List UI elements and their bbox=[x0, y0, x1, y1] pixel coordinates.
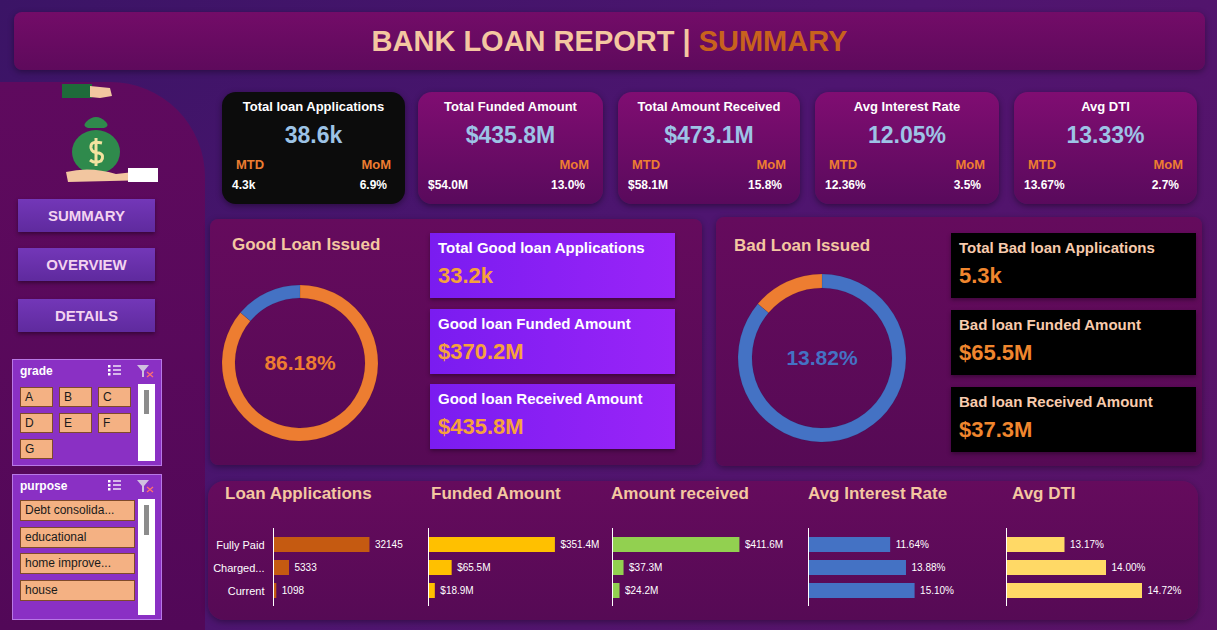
html-text:6.9%: 6.9% bbox=[359, 178, 387, 192]
svg-text:Current: Current bbox=[228, 585, 265, 597]
html-text:$37.3M: $37.3M bbox=[959, 417, 1033, 442]
html-text:SUMMARY: SUMMARY bbox=[48, 207, 125, 224]
svg-text:13.17%: 13.17% bbox=[1070, 539, 1104, 550]
html-text:Avg DTI: Avg DTI bbox=[1081, 99, 1130, 114]
html-text:$54.0M: $54.0M bbox=[428, 178, 468, 192]
html-text:home improve...: home improve... bbox=[25, 556, 111, 570]
html-text:33.2k: 33.2k bbox=[438, 263, 494, 288]
html-text:MoM: MoM bbox=[1153, 157, 1183, 172]
svg-text:$24.2M: $24.2M bbox=[625, 585, 658, 596]
html-text:$473.1M: $473.1M bbox=[664, 122, 754, 148]
html-text:DETAILS: DETAILS bbox=[55, 307, 118, 324]
svg-text:Fully Paid: Fully Paid bbox=[216, 539, 264, 551]
html-text:Good Loan Issued: Good Loan Issued bbox=[232, 235, 381, 254]
svg-text:$65.5M: $65.5M bbox=[457, 562, 490, 573]
html-text:purpose: purpose bbox=[20, 479, 68, 493]
html-text:Total Amount Received: Total Amount Received bbox=[637, 99, 781, 114]
html-text:Avg Interest Rate: Avg Interest Rate bbox=[853, 99, 961, 114]
html-text:B: B bbox=[64, 390, 72, 404]
svg-text:$351.4M: $351.4M bbox=[560, 539, 599, 550]
svg-text:11.64%: 11.64% bbox=[896, 539, 929, 550]
html-text:3.5%: 3.5% bbox=[953, 178, 981, 192]
html-text:MoM: MoM bbox=[756, 157, 786, 172]
svg-text:13.88%: 13.88% bbox=[911, 562, 945, 573]
html-text:MTD: MTD bbox=[632, 157, 661, 172]
html-text:Amount received: Amount received bbox=[611, 484, 749, 503]
html-text:Avg DTI: Avg DTI bbox=[1012, 484, 1076, 503]
html-text:$370.2M: $370.2M bbox=[438, 339, 524, 364]
svg-text:$411.6M: $411.6M bbox=[745, 539, 783, 550]
html-text:MTD: MTD bbox=[236, 157, 265, 172]
html-text:educational: educational bbox=[25, 529, 87, 544]
html-text:F: F bbox=[103, 416, 111, 430]
html-text:MoM: MoM bbox=[361, 157, 391, 172]
svg-text:13.82%: 13.82% bbox=[786, 346, 858, 369]
html-text:38.6k: 38.6k bbox=[284, 122, 343, 148]
html-text:E: E bbox=[64, 416, 72, 430]
html-text:13.67%: 13.67% bbox=[1024, 178, 1065, 192]
html-text:13.0%: 13.0% bbox=[551, 178, 585, 192]
html-text:$58.1M: $58.1M bbox=[628, 178, 668, 192]
html-text:grade: grade bbox=[20, 364, 53, 378]
html-text:Total loan Applications: Total loan Applications bbox=[242, 99, 385, 114]
svg-text:32145: 32145 bbox=[375, 539, 403, 550]
html-text:Debt consolida...: Debt consolida... bbox=[25, 503, 115, 517]
html-text:12.36%: 12.36% bbox=[825, 178, 866, 192]
html-text:12.05%: 12.05% bbox=[868, 122, 946, 148]
html-text:Loan Applications: Loan Applications bbox=[225, 484, 372, 503]
html-text:D: D bbox=[25, 416, 34, 430]
html-text:2.7%: 2.7% bbox=[1151, 178, 1179, 192]
svg-text:1098: 1098 bbox=[282, 585, 305, 596]
svg-text:$18.9M: $18.9M bbox=[440, 585, 473, 596]
html-text:A: A bbox=[25, 390, 33, 404]
html-text:Good loan Received Amount: Good loan Received Amount bbox=[438, 390, 643, 407]
html-text:5.3k: 5.3k bbox=[959, 263, 1002, 288]
html-text:MoM: MoM bbox=[559, 157, 589, 172]
html-text:$65.5M: $65.5M bbox=[959, 340, 1033, 365]
html-text:OVERVIEW: OVERVIEW bbox=[46, 256, 127, 273]
svg-text:14.72%: 14.72% bbox=[1148, 585, 1182, 596]
html-text:15.8%: 15.8% bbox=[748, 178, 782, 192]
svg-text:15.10%: 15.10% bbox=[920, 585, 954, 596]
svg-text:$37.3M: $37.3M bbox=[629, 562, 662, 573]
html-text:MTD: MTD bbox=[829, 157, 858, 172]
html-text:$435.8M: $435.8M bbox=[465, 122, 556, 148]
html-text:MoM: MoM bbox=[955, 157, 985, 172]
svg-text:5333: 5333 bbox=[294, 562, 317, 573]
html-text:$435.8M: $435.8M bbox=[438, 414, 524, 439]
html-text:Total Good loan Applications: Total Good loan Applications bbox=[438, 239, 645, 256]
svg-text:86.18%: 86.18% bbox=[264, 351, 336, 374]
html-text:Avg Interest Rate: Avg Interest Rate bbox=[808, 484, 948, 503]
html-text:Bad Loan Issued: Bad Loan Issued bbox=[734, 236, 870, 255]
svg-text:14.00%: 14.00% bbox=[1112, 562, 1146, 573]
html-text:Bad loan Funded Amount: Bad loan Funded Amount bbox=[959, 316, 1141, 333]
svg-text:Charged...: Charged... bbox=[213, 562, 264, 574]
html-text:13.33%: 13.33% bbox=[1066, 122, 1145, 148]
html-text:Total Funded Amount: Total Funded Amount bbox=[444, 99, 577, 114]
html-text:4.3k: 4.3k bbox=[232, 178, 256, 192]
html-text:G: G bbox=[25, 442, 35, 456]
html-text:BANK LOAN REPORT | SUMMARY: BANK LOAN REPORT | SUMMARY bbox=[371, 24, 848, 57]
html-text:Bad loan Received Amount: Bad loan Received Amount bbox=[959, 393, 1153, 410]
html-text:house: house bbox=[25, 582, 58, 597]
html-text:MTD: MTD bbox=[1028, 157, 1057, 172]
html-text:Good loan Funded Amount: Good loan Funded Amount bbox=[438, 315, 631, 332]
html-text:C: C bbox=[103, 390, 112, 404]
html-text:Total Bad loan Applications: Total Bad loan Applications bbox=[959, 239, 1155, 256]
html-text:Funded Amount: Funded Amount bbox=[431, 484, 561, 503]
